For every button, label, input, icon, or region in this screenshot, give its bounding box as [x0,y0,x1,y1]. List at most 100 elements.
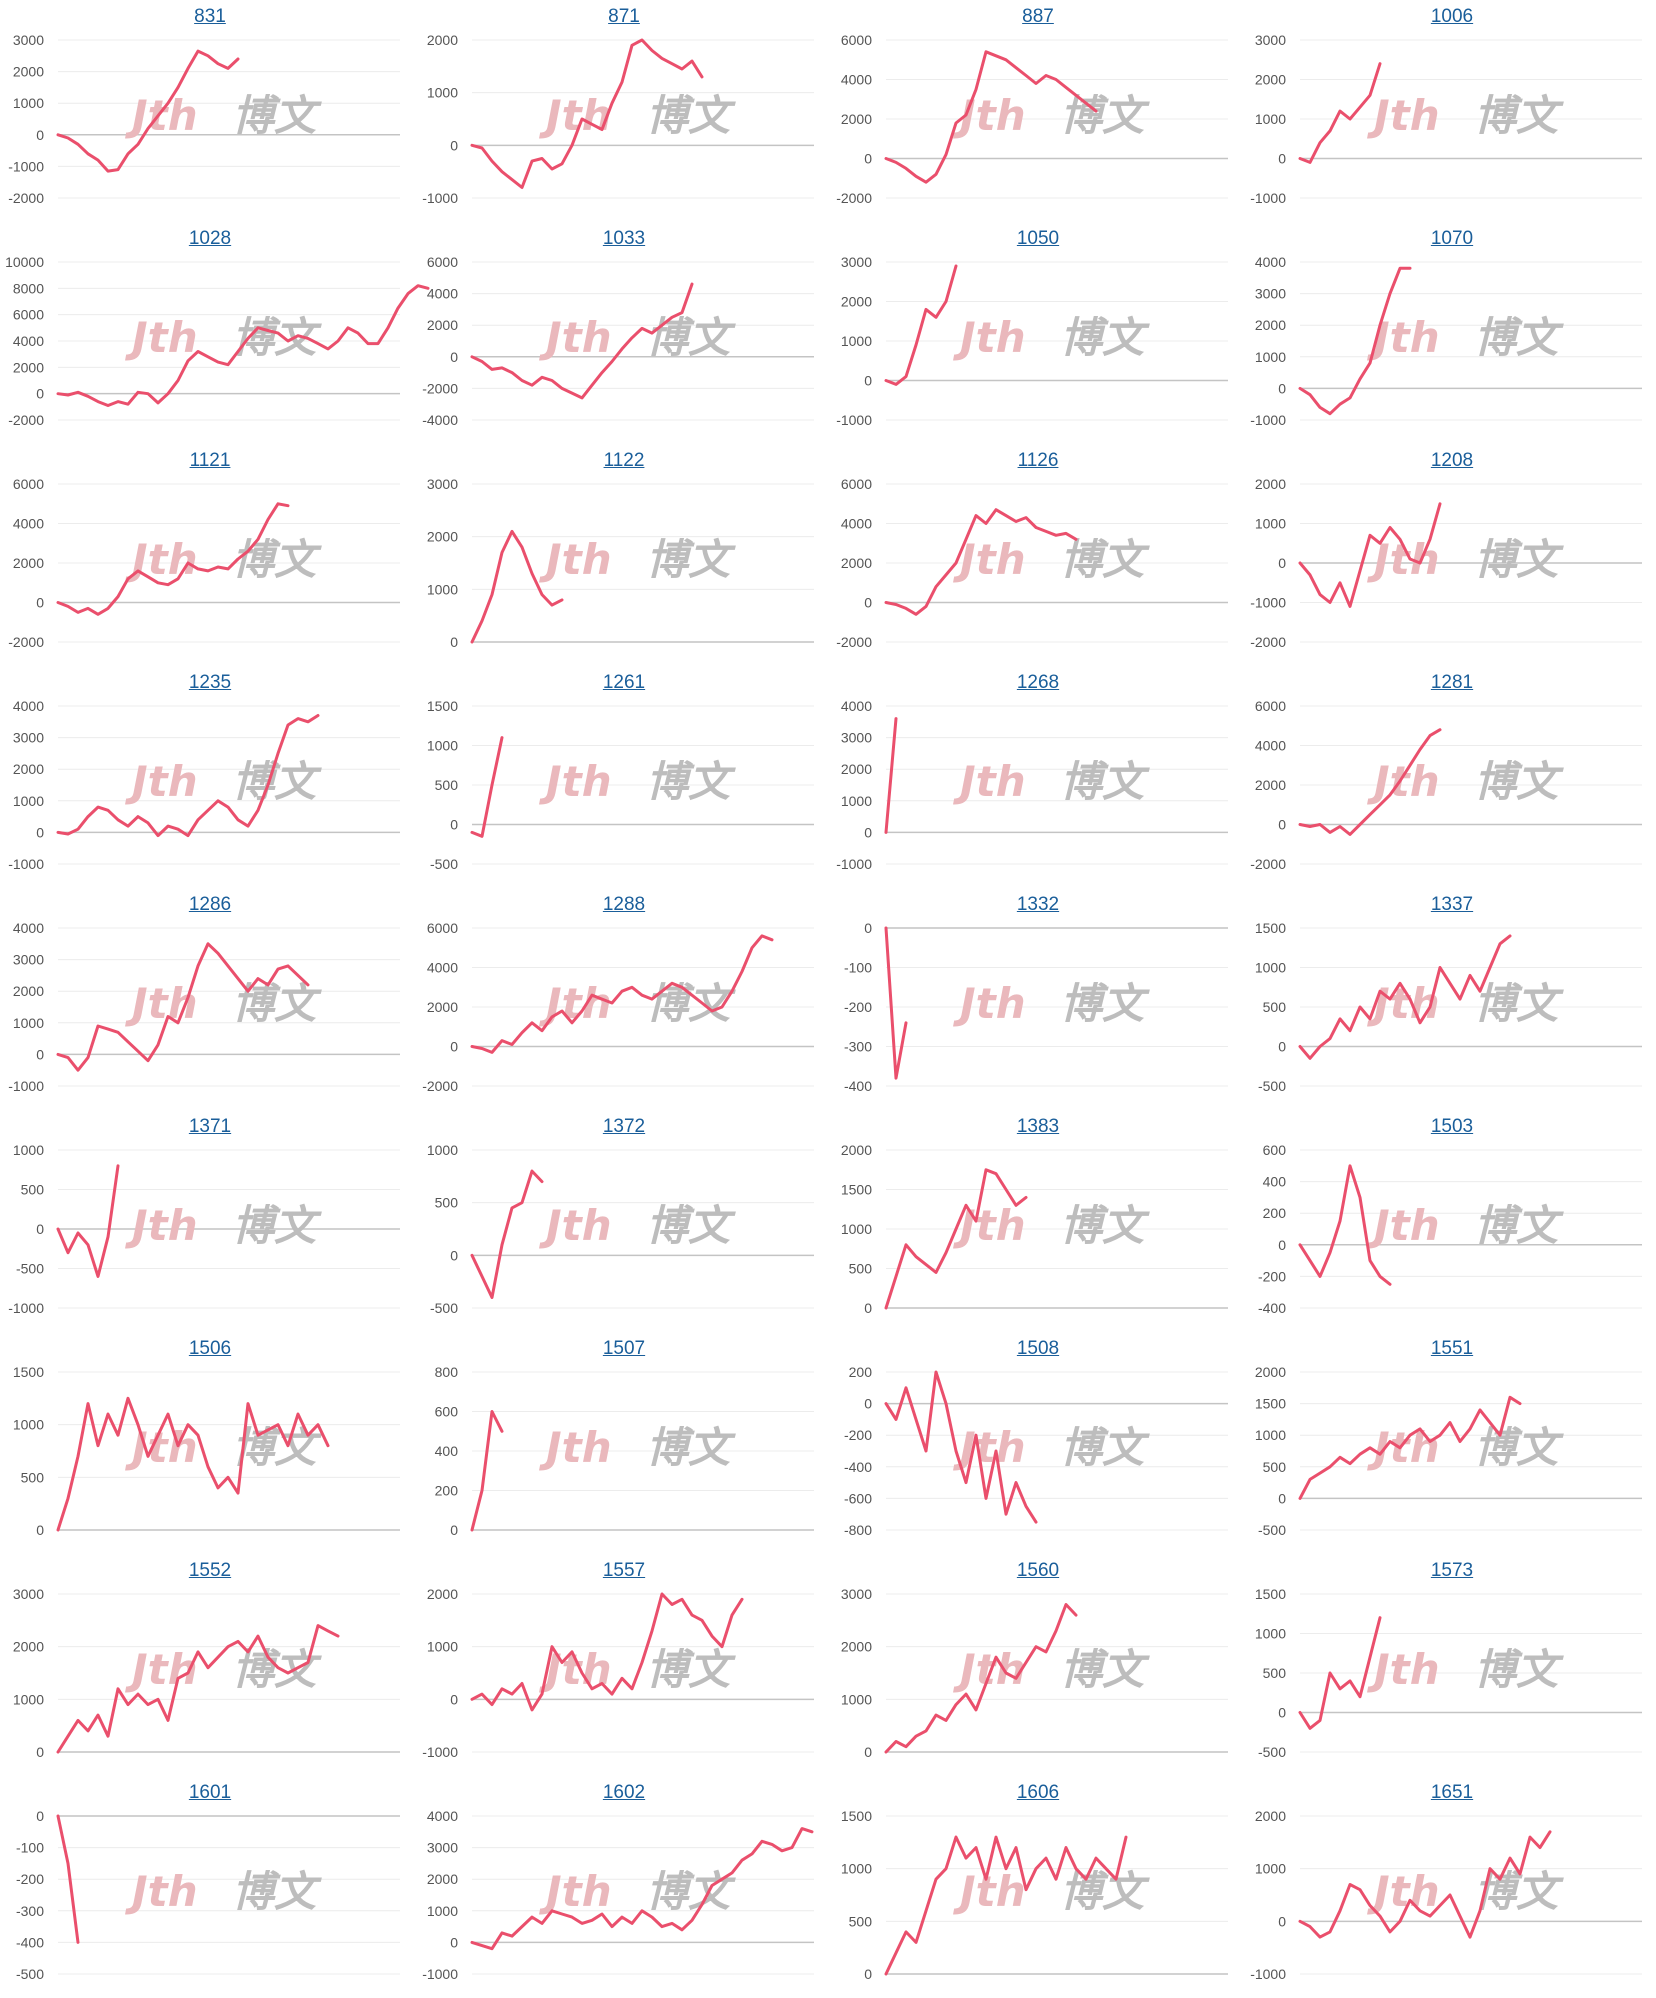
chart-title-link[interactable]: 1606 [1016,1782,1060,1803]
chart-title-link[interactable]: 1552 [188,1560,232,1581]
chart-title-link[interactable]: 1560 [1016,1560,1060,1581]
chart-title-link[interactable]: 1261 [602,672,646,693]
y-tick-label: 0 [36,1046,44,1062]
chart-title-link[interactable]: 1337 [1430,894,1474,915]
y-tick-label: 0 [864,373,872,389]
y-tick-label: 0 [36,1744,44,1760]
y-tick-label: 2000 [427,999,458,1015]
y-tick-label: 0 [450,1934,458,1950]
y-tick-label: 4000 [1255,254,1286,270]
chart-title-link[interactable]: 1235 [188,672,232,693]
y-tick-label: -1000 [422,1966,458,1982]
series-line [884,1835,1128,1976]
chart-panel: 200 0 -200 -400 -600 -800 Jth 博文 1508 [828,1332,1242,1554]
y-tick-label: 2000 [841,1639,872,1655]
y-tick-label: 0 [864,824,872,840]
y-tick-label: -1000 [836,412,872,428]
y-tick-label: 500 [435,1195,459,1211]
y-tick-label: 400 [435,1443,459,1459]
watermark-logo-right: 博文 [1474,979,1564,1028]
chart-title-link[interactable]: 1070 [1430,228,1474,249]
y-tick-label: 4000 [427,960,458,976]
y-tick-label: 1000 [841,1861,872,1877]
y-tick-label: 4000 [13,516,44,532]
y-tick-label: 2000 [13,359,44,375]
chart-title-link[interactable]: 1507 [602,1338,646,1359]
chart-svg: 1500 1000 500 0 Jth 博文 [841,1808,1228,1982]
chart-title-link[interactable]: 1573 [1430,1560,1474,1581]
chart-title-link[interactable]: 1372 [602,1116,646,1137]
y-tick-label: 1500 [427,698,458,714]
chart-title-link[interactable]: 1286 [188,894,232,915]
chart-title-link[interactable]: 1551 [1430,1338,1474,1359]
watermark-logo-right: 博文 [1060,1645,1150,1694]
chart-title-link[interactable]: 1006 [1430,6,1474,27]
chart-title-link[interactable]: 871 [608,6,640,27]
y-tick-label: 1000 [13,1691,44,1707]
chart-title-link[interactable]: 1371 [188,1116,232,1137]
chart-title-link[interactable]: 1122 [603,450,645,471]
chart-title-link[interactable]: 1557 [602,1560,646,1581]
y-tick-label: -2000 [8,190,44,206]
series-line [884,926,908,1080]
chart-title-link[interactable]: 1508 [1016,1338,1060,1359]
y-tick-label: 1000 [13,1015,44,1031]
watermark-logo-left: Jth [539,757,612,806]
y-tick-label: 2000 [1255,1808,1286,1824]
chart-title-link[interactable]: 1602 [602,1782,646,1803]
y-tick-label: 1500 [13,1364,44,1380]
chart-panel: 6000 4000 2000 0 -2000 Jth 博文 1281 [1242,666,1656,888]
chart-title-link[interactable]: 1028 [188,228,232,249]
series-line [1298,1164,1392,1286]
y-tick-label: 3000 [13,952,44,968]
watermark-logo-right: 博文 [232,757,322,806]
y-tick-label: 2000 [427,32,458,48]
chart-title-link[interactable]: 1383 [1016,1116,1060,1137]
chart-title-link[interactable]: 1506 [188,1338,232,1359]
chart-title-link[interactable]: 1033 [602,228,646,249]
y-tick-label: 0 [36,1522,44,1538]
chart-title-link[interactable]: 1050 [1016,228,1060,249]
y-tick-label: -1000 [8,856,44,872]
y-tick-label: -400 [1258,1300,1286,1316]
y-tick-label: 4000 [841,516,872,532]
chart-title-link[interactable]: 1121 [189,450,231,471]
y-tick-label: 1000 [841,333,872,349]
chart-title-link[interactable]: 1332 [1016,894,1060,915]
chart-title-link[interactable]: 1288 [602,894,646,915]
series-line [1298,266,1412,416]
y-tick-label: 0 [1278,1913,1286,1929]
y-tick-label: 0 [36,595,44,611]
chart-svg: 1500 1000 500 0 -500 Jth 博文 [427,698,814,872]
y-tick-label: 0 [864,1300,872,1316]
watermark-logo-left: Jth [953,1645,1026,1694]
series-line [470,282,694,400]
chart-title-link[interactable]: 1208 [1430,450,1474,471]
chart-title-link[interactable]: 887 [1022,6,1054,27]
chart-title-link[interactable]: 1601 [188,1782,232,1803]
y-tick-label: 1000 [427,85,458,101]
chart-title-link[interactable]: 1281 [1430,672,1474,693]
chart-svg: 0 -100 -200 -300 -400 Jth 博文 [844,920,1228,1094]
y-tick-label: 1000 [13,95,44,111]
chart-title-link[interactable]: 1503 [1430,1116,1474,1137]
y-tick-label: -1000 [8,158,44,174]
series-line [1298,502,1442,608]
series-line [470,38,704,189]
chart-svg: 3000 2000 1000 0 -1000 -2000 Jth 博文 [8,32,400,206]
watermark-logo-left: Jth [953,979,1026,1028]
y-tick-label: 1000 [1255,349,1286,365]
y-tick-label: 1000 [1255,1427,1286,1443]
watermark-logo-right: 博文 [646,1867,736,1916]
chart-title-link[interactable]: 1126 [1017,450,1059,471]
series-line [470,529,564,644]
chart-panel: 1500 1000 500 0 Jth 博文 1606 [828,1776,1242,1998]
chart-panel: 2000 1000 0 -1000 Jth 博文 1557 [414,1554,828,1776]
chart-title-link[interactable]: 831 [194,6,226,27]
y-tick-label: -500 [1258,1522,1286,1538]
y-tick-label: 0 [864,1396,872,1412]
chart-title-link[interactable]: 1651 [1430,1782,1474,1803]
chart-title-link[interactable]: 1268 [1016,672,1060,693]
chart-panel: 6000 4000 2000 0 -2000 Jth 博文 1121 [0,444,414,666]
